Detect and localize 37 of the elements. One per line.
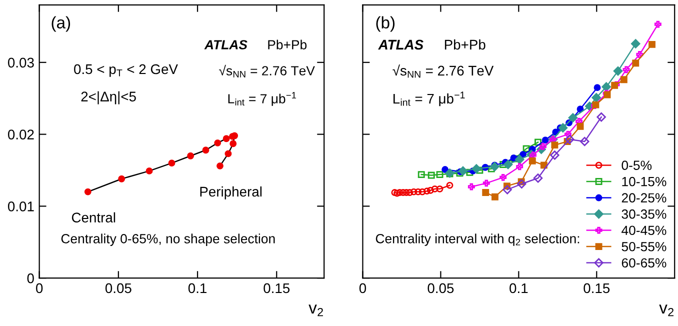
- x-tick-label: 0.1: [510, 283, 528, 294]
- y-tick-label: 0: [27, 273, 34, 284]
- legend-label: 50-55%: [622, 242, 666, 252]
- annotation: Pb+Pb: [268, 40, 307, 50]
- y-tick-label: 0.02: [8, 130, 34, 140]
- x-tick-label: 0.15: [264, 283, 290, 294]
- x-tick-label: 0.05: [428, 283, 454, 294]
- annotation: ATLAS: [204, 40, 248, 50]
- annotation: ATLAS: [378, 40, 424, 50]
- annotation: Centrality 0-65%, no shape selection: [61, 234, 275, 246]
- annotation: (a): [52, 16, 70, 32]
- x-axis-title: v$_{2}$: [659, 304, 674, 316]
- annotation: Central: [72, 212, 116, 222]
- x-tick-label: 0.15: [584, 283, 610, 294]
- legend-label: 40-45%: [622, 226, 666, 236]
- legend-label: 10-15%: [622, 176, 666, 186]
- annotation: 0.5 < p$_{T}$ < 2 GeV: [74, 64, 178, 77]
- legend-label: 0-5%: [622, 160, 652, 170]
- x-tick-label: 0.1: [188, 283, 206, 294]
- annotation: (b): [376, 16, 395, 32]
- y-tick-label: 0.03: [8, 58, 34, 68]
- annotation: L$_{int}$ = 7 μb$^{−1}$: [394, 92, 465, 106]
- annotation: Peripheral: [200, 186, 262, 200]
- annotation: √s$_{NN}$ = 2.76 TeV: [392, 64, 494, 78]
- x-tick-label: 0: [36, 283, 43, 294]
- annotation: L$_{int}$ = 7 μb$^{−1}$: [228, 92, 296, 106]
- legend-label: 30-35%: [622, 209, 666, 219]
- x-axis-title: v$_{2}$: [308, 304, 323, 316]
- annotation: Pb+Pb: [444, 39, 486, 50]
- x-tick-label: 0: [359, 283, 366, 294]
- y-tick-label: 0.01: [8, 202, 34, 212]
- legend-label: 60-65%: [622, 258, 666, 268]
- annotation: √s$_{NN}$ = 2.76 TeV: [219, 64, 315, 78]
- legend-label: 20-25%: [622, 193, 666, 203]
- annotation: 2<|Δη|<5: [81, 91, 136, 104]
- x-tick-label: 0.05: [105, 283, 132, 294]
- annotation: Centrality interval with q$_{2}$ selection:: [376, 234, 580, 246]
